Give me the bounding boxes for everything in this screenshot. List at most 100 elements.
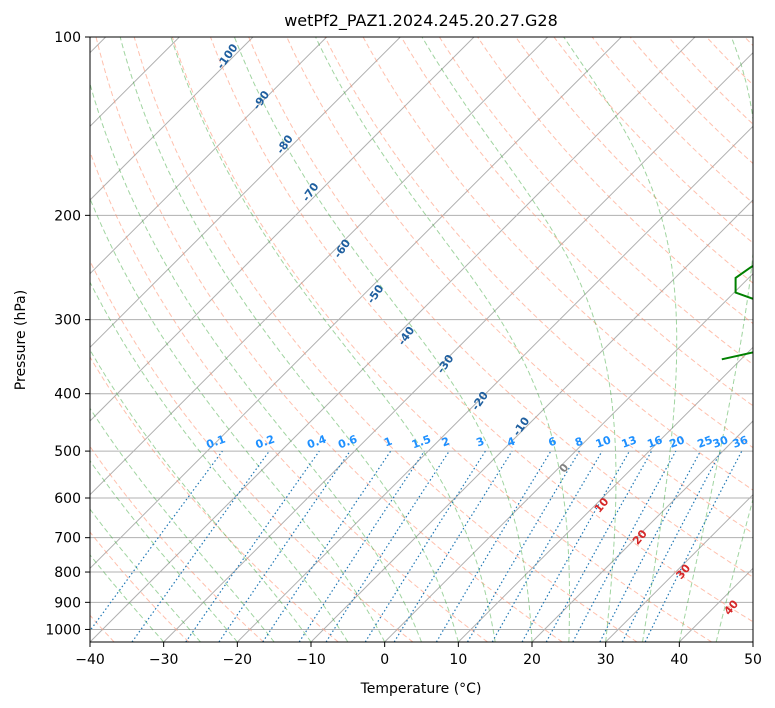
- mixing-ratio-line: [325, 450, 450, 642]
- isotherm-line: [90, 37, 328, 275]
- moist-adiabat-line: [90, 349, 312, 642]
- plot-area: [90, 37, 753, 642]
- mixing-ratio-line: [521, 450, 631, 642]
- x-tick-label: −10: [296, 652, 326, 668]
- isotherm-line: [90, 37, 549, 496]
- dry-adiabat-line: [90, 356, 339, 642]
- dry-adiabat-line: [248, 37, 753, 578]
- mixing-ratio-label: 2: [440, 435, 452, 450]
- mixing-ratio-line: [393, 450, 513, 642]
- moist-adiabat-line: [563, 37, 678, 642]
- isotherm-line: [310, 199, 753, 642]
- moist-adiabat-line: [678, 37, 753, 642]
- x-tick-label: 40: [670, 652, 688, 668]
- y-tick-label: 300: [54, 313, 81, 329]
- mixing-ratio-label: 0.6: [336, 432, 359, 451]
- mixing-ratio-label: 25: [696, 433, 715, 450]
- dry-adiabat-label: -70: [300, 180, 322, 204]
- moist-adiabat-line: [90, 281, 349, 642]
- plot-frame: [89, 36, 754, 643]
- y-tick-label: 100: [54, 30, 81, 46]
- isotherm-line: [752, 641, 753, 642]
- y-tick-label: 400: [54, 387, 81, 403]
- y-tick-label: 800: [54, 565, 81, 581]
- y-tick-label: 700: [54, 531, 81, 547]
- mixing-ratio-label: 0.2: [254, 433, 277, 452]
- dry-adiabat-line: [591, 37, 753, 204]
- y-tick-label: 500: [54, 444, 81, 460]
- isotherm-line: [90, 37, 475, 422]
- moist-adiabat-line: [90, 407, 275, 642]
- moist-adiabat-line: [90, 554, 165, 642]
- y-tick-label: 900: [54, 595, 81, 611]
- dry-adiabat-line: [477, 37, 753, 325]
- dry-adiabat-line: [553, 37, 753, 244]
- x-axis-label: Temperature (°C): [360, 681, 482, 697]
- isotherm-line: [90, 37, 254, 201]
- moist-adiabat-label: 40: [721, 597, 741, 617]
- moist-adiabat-line: [119, 37, 459, 642]
- dry-adiabat-line: [90, 531, 190, 642]
- mixing-ratio-line: [131, 450, 270, 642]
- mixing-ratio-label: 36: [731, 433, 750, 451]
- dry-adiabat-line: [324, 37, 753, 491]
- mixing-ratio-label: 8: [573, 435, 585, 450]
- dry-adiabat-line: [438, 37, 753, 366]
- y-tick-label: 600: [54, 491, 81, 507]
- isotherm-line: [384, 272, 753, 642]
- dry-adiabat-line: [210, 37, 753, 623]
- x-tick-label: 20: [523, 652, 541, 668]
- x-tick-label: 30: [597, 652, 615, 668]
- dry-adiabat-line: [706, 37, 753, 86]
- mixing-ratio-line: [644, 450, 743, 642]
- mixing-ratio-label: 20: [668, 433, 687, 451]
- y-tick-label: 1000: [45, 622, 81, 638]
- mixing-ratio-line: [572, 450, 677, 642]
- dewpoint-profile: [721, 264, 753, 361]
- moist-adiabat-line: [90, 459, 238, 642]
- mixing-ratio-line: [435, 450, 552, 642]
- mixing-ratio-label: 0.1: [204, 433, 227, 452]
- chart-title: wetPf2_PAZ1.2024.245.20.27.G28: [284, 11, 558, 31]
- dry-adiabat-line: [171, 37, 712, 642]
- isotherm-line: [236, 125, 753, 642]
- mixing-ratio-line: [621, 450, 722, 642]
- dry-adiabat-line: [95, 37, 563, 642]
- mixing-ratio-label: 6: [547, 435, 559, 450]
- dry-adiabat-line: [744, 37, 753, 47]
- dry-adiabat-line: [90, 150, 488, 642]
- x-tick-label: 50: [744, 652, 762, 668]
- isotherm-line: [457, 346, 753, 642]
- x-tick-label: −40: [75, 652, 105, 668]
- isotherm-line: [531, 420, 753, 642]
- x-tick-label: 0: [380, 652, 389, 668]
- x-tick-label: −20: [223, 652, 253, 668]
- mixing-ratio-line: [466, 450, 580, 642]
- x-tick-label: −30: [149, 652, 179, 668]
- mixing-ratio-line: [262, 450, 392, 642]
- mixing-ratio-label: 3: [474, 435, 486, 450]
- dry-adiabat-label: -20: [469, 389, 491, 413]
- mixing-ratio-label: 16: [645, 433, 664, 451]
- y-axis-label: Pressure (hPa): [13, 290, 29, 390]
- mixing-ratio-label: 10: [594, 433, 613, 451]
- dry-adiabat-label: -80: [274, 132, 296, 156]
- isotherm-line: [90, 37, 622, 570]
- moist-adiabat-line: [90, 82, 422, 642]
- mixing-ratio-label: 13: [620, 433, 639, 450]
- dry-adiabat-label: -90: [250, 88, 272, 112]
- dry-adiabat-line: [90, 259, 414, 642]
- dry-adiabat-label: -40: [395, 324, 417, 348]
- mixing-ratio-label: 1.5: [410, 433, 433, 452]
- dry-adiabat-label: -60: [331, 237, 353, 261]
- mixing-ratio-line: [298, 450, 425, 642]
- moist-adiabat-line: [90, 197, 386, 642]
- dry-adiabat-line: [362, 37, 753, 449]
- moist-adiabat-line: [715, 497, 753, 642]
- mixing-ratio-line: [90, 450, 223, 632]
- dry-adiabat-line: [133, 37, 638, 642]
- moist-adiabat-line: [315, 37, 570, 642]
- x-tick-label: 10: [449, 652, 467, 668]
- dry-adiabat-line: [668, 37, 753, 125]
